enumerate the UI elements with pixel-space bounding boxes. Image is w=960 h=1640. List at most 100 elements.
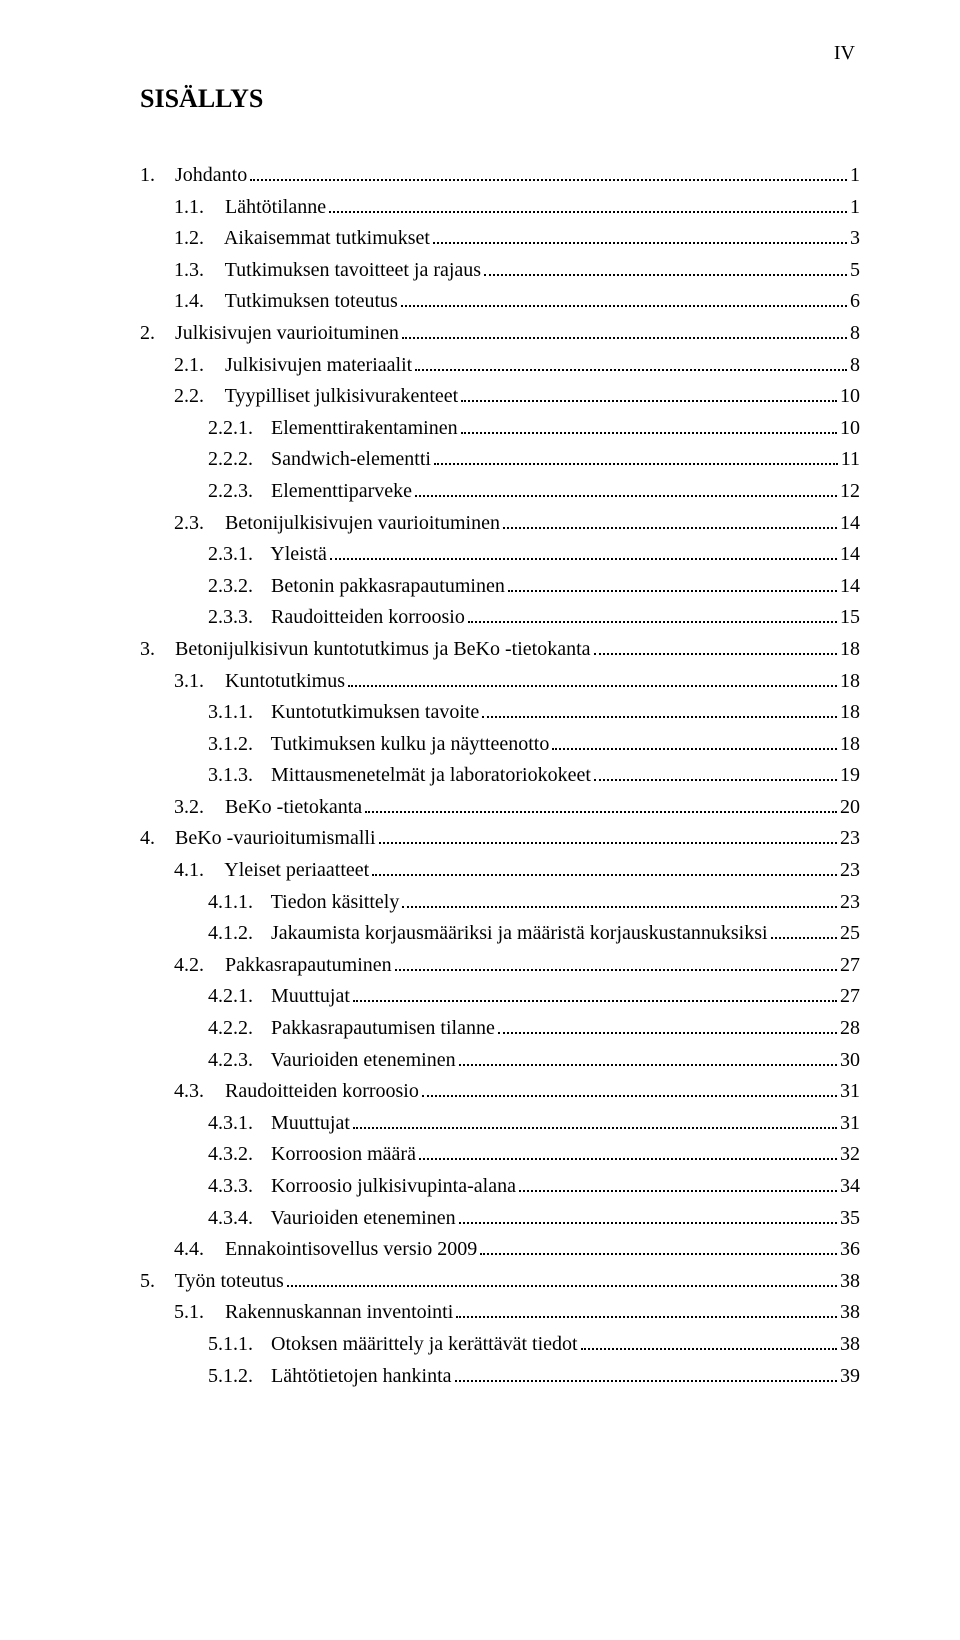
toc-entry-title: Elementtirakentaminen [266, 417, 458, 439]
toc-leader-dots [498, 1021, 837, 1034]
toc-entry-title: Julkisivujen vaurioituminen [170, 322, 399, 344]
toc-entry-title: Lähtötilanne [220, 196, 326, 218]
toc-leader-dots [468, 610, 837, 623]
toc-entry-title: Vaurioiden eteneminen [266, 1049, 456, 1071]
toc-entry-label: 1.1. Lähtötilanne [174, 192, 326, 224]
toc-entry-page: 18 [840, 729, 860, 761]
toc-entry: 2.3. Betonijulkisivujen vaurioituminen14 [140, 508, 860, 540]
toc-entry-page: 20 [840, 792, 860, 824]
toc-entry-number: 3. [140, 634, 170, 666]
toc-entry: 3.1.2. Tutkimuksen kulku ja näytteenotto… [140, 729, 860, 761]
toc-entry: 5.1.2. Lähtötietojen hankinta39 [140, 1361, 860, 1393]
toc-entry-page: 15 [840, 602, 860, 634]
toc-entry-number: 4.4. [174, 1234, 220, 1266]
toc-entry-title: Elementtiparveke [266, 480, 412, 502]
toc-entry-label: 4.2.3. Vaurioiden eteneminen [208, 1045, 456, 1077]
toc-entry-label: 2.1. Julkisivujen materiaalit [174, 350, 412, 382]
toc-entry-number: 5.1.1. [208, 1329, 266, 1361]
toc-entry-number: 4.3. [174, 1076, 220, 1108]
toc-entry: 2.3.1. Yleistä 14 [140, 539, 860, 571]
toc-entry-title: Pakkasrapautumisen tilanne [266, 1017, 495, 1039]
toc-entry-number: 1.1. [174, 192, 220, 224]
toc-leader-dots [365, 800, 837, 813]
toc-entry: 2.2.3. Elementtiparveke12 [140, 476, 860, 508]
toc-entry-page: 23 [840, 855, 860, 887]
toc-entry-page: 31 [840, 1076, 860, 1108]
toc-entry-page: 18 [840, 634, 860, 666]
toc-leader-dots [372, 863, 837, 876]
toc-entry-label: 5. Työn toteutus [140, 1266, 284, 1298]
toc-entry-label: 3. Betonijulkisivun kuntotutkimus ja BeK… [140, 634, 591, 666]
toc-entry-title: Yleistä [266, 543, 327, 565]
toc-entry-title: Tyypilliset julkisivurakenteet [220, 385, 458, 407]
toc-entry-title: Työn toteutus [170, 1270, 284, 1292]
toc-entry: 2.2. Tyypilliset julkisivurakenteet10 [140, 381, 860, 413]
toc-entry-label: 1.4. Tutkimuksen toteutus [174, 286, 398, 318]
toc-entry-title: Kuntotutkimus [220, 670, 345, 692]
toc-entry-title: Betonijulkisivujen vaurioituminen [220, 512, 500, 534]
toc-entry-page: 5 [850, 255, 860, 287]
toc-entry-number: 1.4. [174, 286, 220, 318]
toc-entry-page: 36 [840, 1234, 860, 1266]
toc-entry-title: Tiedon käsittely [266, 891, 399, 913]
toc-entry: 4.2.2. Pakkasrapautumisen tilanne28 [140, 1013, 860, 1045]
toc-entry: 4.3.3. Korroosio julkisivupinta-alana34 [140, 1171, 860, 1203]
toc-leader-dots [771, 926, 837, 939]
toc-entry: 1.2. Aikaisemmat tutkimukset3 [140, 223, 860, 255]
toc-entry-number: 2.3.1. [208, 539, 266, 571]
toc-entry-title: Muuttujat [266, 985, 350, 1007]
toc-entry-number: 1. [140, 160, 170, 192]
toc-entry-label: 4.3.2. Korroosion määrä [208, 1139, 416, 1171]
toc-entry-page: 30 [840, 1045, 860, 1077]
document-page: IV SISÄLLYS 1. Johdanto11.1. Lähtötilann… [0, 0, 960, 1640]
toc-leader-dots [519, 1179, 837, 1192]
toc-entry-title: Yleiset periaatteet [220, 859, 369, 881]
toc-entry-label: 3.1.1. Kuntotutkimuksen tavoite [208, 697, 479, 729]
toc-entry-page: 11 [841, 444, 860, 476]
toc-entry-number: 2.1. [174, 350, 220, 382]
toc-leader-dots [461, 421, 837, 434]
toc-entry-page: 1 [850, 160, 860, 192]
toc-entry: 4.2.1. Muuttujat27 [140, 981, 860, 1013]
toc-entry-page: 14 [840, 508, 860, 540]
toc-entry-title: Vaurioiden eteneminen [266, 1207, 456, 1229]
toc-leader-dots [594, 642, 837, 655]
toc-entry-page: 32 [840, 1139, 860, 1171]
toc-entry-page: 31 [840, 1108, 860, 1140]
toc-entry-number: 4.2.3. [208, 1045, 266, 1077]
toc-leader-dots [353, 1116, 837, 1129]
toc-entry-label: 3.2. BeKo -tietokanta [174, 792, 362, 824]
toc-entry-number: 5.1. [174, 1297, 220, 1329]
toc-entry-page: 38 [840, 1329, 860, 1361]
toc-leader-dots [287, 1274, 837, 1287]
toc-entry-number: 2.2.3. [208, 476, 266, 508]
toc-entry-title: Ennakointisovellus versio 2009 [220, 1238, 477, 1260]
toc-entry-label: 1.3. Tutkimuksen tavoitteet ja rajaus [174, 255, 481, 287]
toc-entry: 2.1. Julkisivujen materiaalit8 [140, 350, 860, 382]
toc-entry-title: Rakennuskannan inventointi [220, 1301, 453, 1323]
toc-entry-number: 4.3.4. [208, 1203, 266, 1235]
toc-entry-label: 3.1.3. Mittausmenetelmät ja laboratoriok… [208, 760, 591, 792]
toc-entry: 2.2.1. Elementtirakentaminen10 [140, 413, 860, 445]
toc-entry: 2.3.2. Betonin pakkasrapautuminen14 [140, 571, 860, 603]
toc-entry-page: 14 [840, 539, 860, 571]
toc-entry-label: 4.1. Yleiset periaatteet [174, 855, 369, 887]
toc-entry-label: 2.3.3. Raudoitteiden korroosio [208, 602, 465, 634]
toc-entry-title: Betonin pakkasrapautuminen [266, 575, 505, 597]
toc-entry-number: 3.1.1. [208, 697, 266, 729]
toc-entry-title: Lähtötietojen hankinta [266, 1365, 452, 1387]
toc-entry: 4.1. Yleiset periaatteet 23 [140, 855, 860, 887]
toc-entry: 2. Julkisivujen vaurioituminen8 [140, 318, 860, 350]
toc-entry-label: 4.2.2. Pakkasrapautumisen tilanne [208, 1013, 495, 1045]
toc-entry-number: 2.3.2. [208, 571, 266, 603]
toc-entry-title: Tutkimuksen toteutus [220, 290, 398, 312]
toc-entry-label: 2. Julkisivujen vaurioituminen [140, 318, 399, 350]
toc-entry-title: BeKo -tietokanta [220, 796, 362, 818]
toc-entry-label: 4.1.1. Tiedon käsittely [208, 887, 399, 919]
toc-entry-number: 4.2.1. [208, 981, 266, 1013]
toc-entry-title: Sandwich-elementti [266, 448, 431, 470]
toc-entry-label: 4.2.1. Muuttujat [208, 981, 350, 1013]
toc-entry-title: Muuttujat [266, 1112, 350, 1134]
toc-leader-dots [433, 231, 847, 244]
toc-leader-dots [402, 895, 837, 908]
